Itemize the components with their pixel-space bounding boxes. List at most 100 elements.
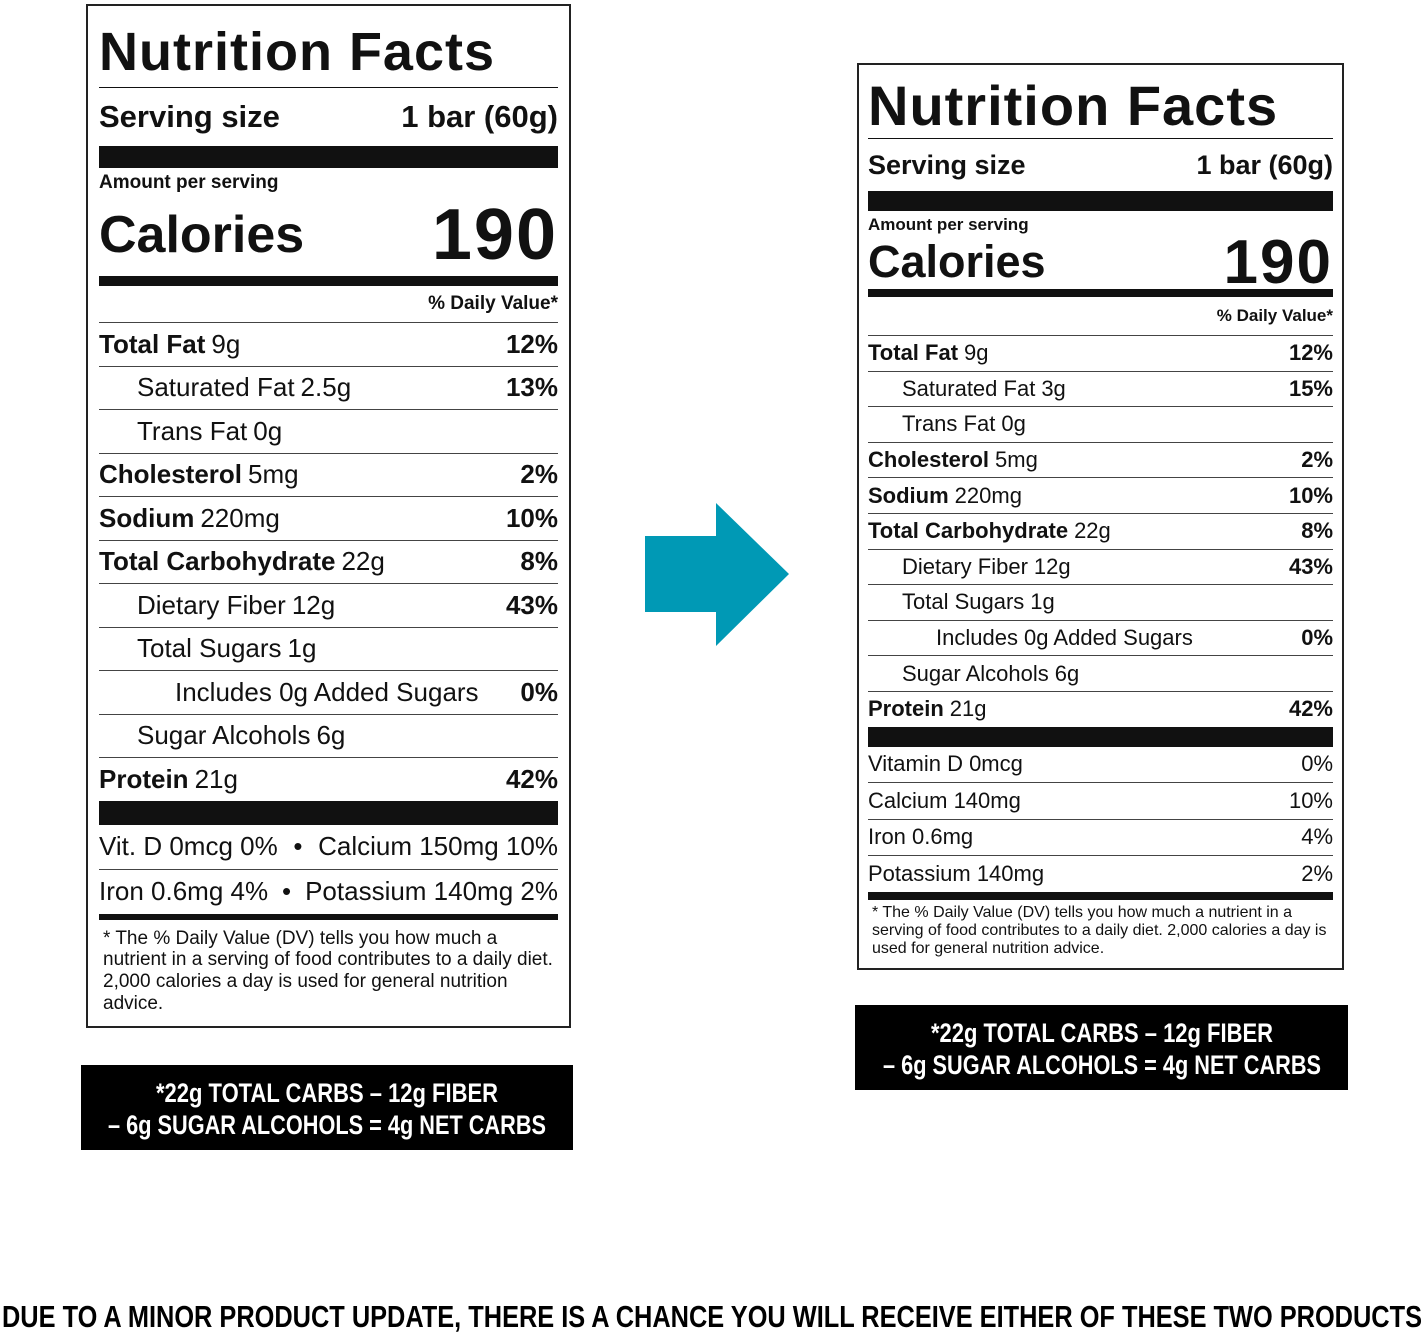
nutrient-amount: 1g [287, 633, 317, 664]
nutrient-row: Trans Fat 0g [868, 406, 1333, 442]
nutrient-amount: 9g [964, 340, 989, 366]
nutrient-name: Total Sugars [902, 589, 1025, 615]
nutrient-row: Dietary Fiber 12g 43% [99, 583, 558, 627]
net-carbs-text: – 6g SUGAR ALCOHOLS = 4g NET CARBS [883, 1050, 1321, 1080]
thick-rule [868, 191, 1333, 211]
amount-per-serving: Amount per serving [868, 215, 1029, 234]
daily-value-header: % Daily Value* [428, 293, 558, 314]
nutrient-amount: 6g [316, 720, 346, 751]
net-carbs-text: *22g TOTAL CARBS – 12g FIBER [156, 1078, 498, 1108]
nutrient-row: Trans Fat 0g [99, 409, 558, 453]
vitamin-separator: • [282, 876, 292, 906]
label-title: Nutrition Facts [99, 22, 496, 82]
nutrient-daily-value: 2% [1301, 447, 1333, 473]
nutrient-amount: 1g [1030, 589, 1055, 615]
nutrient-daily-value: 12% [1288, 340, 1333, 366]
rule [868, 138, 1333, 139]
net-carbs-line: *22g TOTAL CARBS – 12g FIBER [931, 1018, 1273, 1048]
nutrient-daily-value: 8% [520, 546, 558, 577]
net-carbs-box-new: *22g TOTAL CARBS – 12g FIBER – 6g SUGAR A… [855, 1005, 1348, 1090]
nutrient-name: Trans Fat [902, 411, 996, 437]
vitamin-row: Vit. D 0mcg 0% • Calcium 150mg 10% [99, 825, 558, 869]
vitamin-separator: • [293, 831, 303, 861]
serving-size-label: Serving size [868, 149, 1026, 180]
nutrient-amount: 5mg [248, 459, 299, 490]
net-carbs-box-old: *22g TOTAL CARBS – 12g FIBER – 6g SUGAR A… [81, 1065, 573, 1150]
nutrient-daily-value: 42% [1288, 696, 1333, 722]
net-carbs-line: – 6g SUGAR ALCOHOLS = 4g NET CARBS [108, 1110, 546, 1140]
nutrient-row: Saturated Fat 3g 15% [868, 370, 1333, 407]
nutrient-amount: 22g [341, 546, 385, 577]
serving-size: 1 bar (60g) [1196, 149, 1333, 180]
label-content: Nutrition Facts Serving size 1 bar (60g) Am… [88, 6, 569, 1026]
nutrient-row: Saturated Fat 2.5g 13% [99, 365, 558, 410]
nutrient-name: Trans Fat [137, 415, 248, 446]
nutrient-amount: 0g [253, 415, 283, 446]
nutrient-daily-value: 12% [505, 328, 558, 359]
nutrient-name: Includes 0g Added Sugars [175, 676, 479, 707]
notice: DUE TO A MINOR PRODUCT UPDATE, THERE IS … [2, 1299, 1422, 1334]
nutrient-name: Saturated Fat [902, 375, 1036, 401]
footnote: * The % Daily Value (DV) tells you how m… [872, 903, 1327, 958]
nutrient-name: Dietary Fiber [137, 589, 286, 620]
nutrient-row: Sodium 220mg 10% [868, 477, 1333, 513]
nutrient-name: Saturated Fat [137, 372, 295, 403]
nutrient-row: Total Carbohydrate 22g 8% [99, 539, 558, 584]
footnote: * The % Daily Value (DV) tells you how m… [103, 927, 553, 1015]
nutrient-name: Total Carbohydrate [868, 518, 1069, 544]
nutrient-daily-value: 15% [1288, 375, 1333, 401]
label-title: Nutrition Facts [868, 74, 1279, 137]
medium-rule [868, 891, 1333, 900]
nutrition-label-new: Nutrition Facts Serving size 1 bar (60g) Am… [857, 63, 1344, 970]
vitamin: Vit. D 0mcg 0% [99, 831, 278, 861]
vitamin-name: Vitamin D 0mcg [868, 751, 1023, 777]
nutrient-row: Dietary Fiber 12g 43% [868, 548, 1333, 585]
serving-size-label: Serving size [99, 99, 280, 134]
nutrient-amount: 22g [1074, 518, 1111, 544]
nutrient-row: Includes 0g Added Sugars 0% [868, 619, 1333, 656]
nutrient-name: Sodium [868, 482, 949, 508]
notice-text: DUE TO A MINOR PRODUCT UPDATE, THERE IS … [2, 1299, 1422, 1334]
nutrient-daily-value: 13% [505, 372, 558, 403]
vitamin-row: Iron 0.6mg 4% • Potassium 140mg 2% [99, 868, 558, 914]
nutrient-amount: 12g [1033, 553, 1071, 579]
calories-row: Calories 190 [868, 228, 1333, 297]
nutrient-name: Sugar Alcohols [137, 720, 311, 751]
nutrient-name: Cholesterol [99, 459, 243, 490]
nutrient-name: Includes 0g Added Sugars [936, 625, 1193, 651]
medium-rule [99, 913, 558, 920]
nutrient-amount: 2.5g [300, 372, 352, 403]
nutrient-amount: 12g [291, 589, 336, 620]
nutrient-name: Sodium [99, 502, 195, 533]
nutrient-daily-value: 0% [520, 676, 558, 707]
nutrient-row: Total Sugars 1g [868, 584, 1333, 620]
daily-value-header: % Daily Value* [1216, 306, 1333, 325]
nutrient-amount: 9g [211, 328, 241, 359]
nutrient-daily-value: 42% [505, 763, 558, 794]
net-carbs-text: *22g TOTAL CARBS – 12g FIBER [931, 1018, 1273, 1048]
vitamin-name: Potassium 140mg [868, 860, 1045, 886]
medium-rule [868, 289, 1333, 297]
calories-label: Calories [99, 206, 305, 264]
vitamin-daily-value: 4% [1301, 824, 1333, 850]
thick-rule [99, 800, 558, 825]
label-content: Nutrition Facts Serving size 1 bar (60g) Am… [859, 65, 1342, 968]
nutrient-row: Cholesterol 5mg 2% [868, 441, 1333, 478]
rule [99, 87, 558, 88]
nutrient-name: Protein [868, 696, 944, 722]
nutrient-row: Total Sugars 1g [99, 626, 558, 671]
nutrient-row: Sugar Alcohols 6g [868, 655, 1333, 691]
arrow [645, 503, 789, 646]
net-carbs-text: – 6g SUGAR ALCOHOLS = 4g NET CARBS [108, 1110, 546, 1140]
nutrition-label-old: Nutrition Facts Serving size 1 bar (60g) Am… [86, 4, 571, 1028]
nutrient-amount: 220mg [954, 482, 1022, 508]
calories-label: Calories [868, 236, 1046, 287]
vitamin: Iron 0.6mg 4% [99, 876, 269, 906]
nutrient-name: Sugar Alcohols [902, 660, 1049, 686]
nutrient-amount: 0g [1001, 411, 1026, 437]
nutrient-row: Sodium 220mg 10% [99, 496, 558, 540]
nutrient-daily-value: 2% [520, 459, 558, 490]
vitamin-daily-value: 2% [1301, 860, 1333, 886]
